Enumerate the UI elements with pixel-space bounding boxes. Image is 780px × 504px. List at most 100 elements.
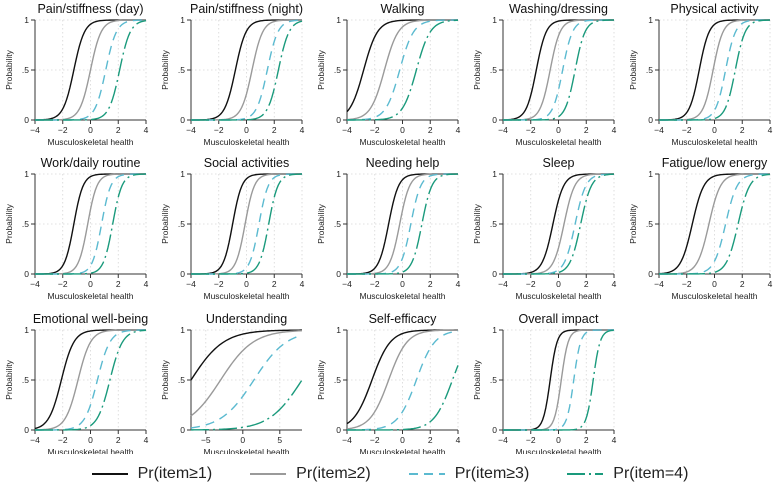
y-tick-label: .5 (22, 375, 29, 385)
y-tick-label: 0 (180, 115, 185, 125)
x-tick-label: 5 (277, 435, 282, 445)
x-tick-label: 2 (428, 279, 433, 289)
curve-pr-item-eq-4 (190, 379, 303, 431)
x-axis-label: Musculoskeletal health (672, 137, 758, 147)
x-tick-label: −2 (526, 125, 536, 135)
x-tick-label: −2 (370, 279, 380, 289)
y-tick-label: 1 (180, 325, 185, 335)
y-tick-label: 0 (492, 115, 497, 125)
panel-title: Understanding (206, 312, 287, 326)
x-tick-label: −4 (30, 435, 40, 445)
y-tick-label: 0 (492, 269, 497, 279)
x-tick-label: −4 (498, 279, 508, 289)
panel-title: Sleep (543, 156, 575, 170)
x-tick-label: 2 (584, 125, 589, 135)
curve-pr-item-eq-4 (35, 20, 147, 121)
x-tick-label: 4 (144, 279, 149, 289)
curve-pr-item-ge-3 (191, 19, 303, 121)
y-tick-label: 0 (180, 425, 185, 435)
y-tick-label: 1 (492, 325, 497, 335)
y-axis-label: Probability (160, 49, 170, 89)
x-tick-label: −4 (30, 125, 40, 135)
x-tick-label: −2 (682, 279, 692, 289)
x-tick-label: 0 (88, 435, 93, 445)
panel-pain-stiffness-night-: Pain/stiffness (night) −4 −2 0 2 4 0 .5 1 Musculo… (160, 2, 305, 147)
y-tick-label: 1 (336, 325, 341, 335)
legend-label: Pr(item=4) (613, 465, 689, 482)
x-tick-label: 4 (300, 125, 305, 135)
panel-title: Pain/stiffness (night) (190, 2, 303, 16)
y-tick-label: 1 (180, 169, 185, 179)
y-tick-label: 0 (180, 269, 185, 279)
panel-social-activities: Social activities −4 −2 0 2 4 0 .5 1 Musculoskele… (160, 156, 305, 301)
x-tick-label: −4 (498, 125, 508, 135)
x-tick-label: −2 (58, 125, 68, 135)
x-tick-label: 0 (556, 435, 561, 445)
y-axis-label: Probability (316, 359, 326, 399)
curve-pr-item-eq-4 (659, 173, 771, 275)
curve-pr-item-ge-3 (346, 19, 459, 121)
y-axis-label: Probability (628, 203, 638, 243)
y-axis-label: Probability (628, 49, 638, 89)
curve-pr-item-ge-3 (659, 173, 771, 275)
x-tick-label: −2 (58, 279, 68, 289)
y-tick-label: 1 (492, 15, 497, 25)
y-tick-label: .5 (334, 375, 341, 385)
x-tick-label: 0 (400, 125, 405, 135)
x-tick-label: 4 (612, 279, 617, 289)
panel-physical-activity: Physical activity −4 −2 0 2 4 0 .5 1 Musculoskele… (628, 2, 773, 147)
legend-line-longdash-green-icon (567, 473, 604, 475)
y-tick-label: 0 (492, 425, 497, 435)
y-tick-label: .5 (334, 65, 341, 75)
x-tick-label: 4 (456, 279, 461, 289)
x-tick-label: 0 (556, 125, 561, 135)
x-tick-label: 4 (144, 435, 149, 445)
curve-pr-item-ge-3 (35, 19, 147, 121)
x-axis-label: Musculoskeletal health (48, 447, 134, 454)
legend-item-pr-item-eq-4: Pr(item=4) (567, 465, 688, 483)
y-axis-label: Probability (4, 359, 14, 399)
x-tick-label: 0 (712, 279, 717, 289)
x-tick-label: 2 (116, 435, 121, 445)
y-tick-label: 1 (24, 169, 29, 179)
y-tick-label: 1 (336, 15, 341, 25)
x-tick-label: 2 (428, 435, 433, 445)
panel-title: Work/daily routine (41, 156, 141, 170)
curve-pr-item-eq-4 (191, 20, 303, 121)
x-tick-label: 4 (144, 125, 149, 135)
curve-pr-item-ge-3 (190, 334, 303, 429)
curve-pr-item-eq-4 (347, 365, 459, 431)
panel-title: Self-efficacy (369, 312, 438, 326)
x-tick-label: −2 (370, 125, 380, 135)
curve-pr-item-eq-4 (35, 329, 147, 431)
y-axis-label: Probability (316, 49, 326, 89)
y-tick-label: 1 (336, 169, 341, 179)
y-tick-label: .5 (22, 65, 29, 75)
curve-pr-item-ge-3 (346, 330, 459, 431)
curve-pr-item-eq-4 (346, 19, 459, 121)
y-tick-label: .5 (178, 375, 185, 385)
x-tick-label: −4 (342, 279, 352, 289)
y-tick-label: 1 (24, 15, 29, 25)
curve-pr-item-eq-4 (503, 329, 615, 431)
x-tick-label: 2 (116, 125, 121, 135)
x-tick-label: 2 (272, 125, 277, 135)
y-tick-label: .5 (490, 375, 497, 385)
x-tick-label: 0 (244, 125, 249, 135)
y-axis-label: Probability (4, 203, 14, 243)
x-tick-label: −2 (58, 435, 68, 445)
panel-title: Pain/stiffness (day) (37, 2, 143, 16)
x-tick-label: 0 (88, 125, 93, 135)
x-tick-label: 0 (244, 279, 249, 289)
x-tick-label: 2 (584, 279, 589, 289)
x-axis-label: Musculoskeletal health (672, 291, 758, 301)
y-tick-label: .5 (178, 65, 185, 75)
legend-item-pr-item-ge-2: Pr(item≥2) (250, 465, 371, 483)
x-axis-label: Musculoskeletal health (48, 291, 134, 301)
x-tick-label: −4 (498, 435, 508, 445)
y-tick-label: 0 (24, 269, 29, 279)
x-tick-label: −4 (186, 125, 196, 135)
x-axis-label: Musculoskeletal health (516, 137, 602, 147)
x-tick-label: 4 (456, 435, 461, 445)
x-tick-label: 4 (612, 125, 617, 135)
